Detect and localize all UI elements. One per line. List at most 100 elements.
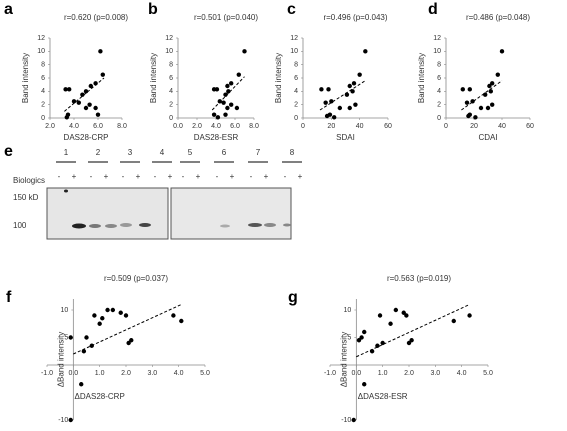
sign-label: - [216, 172, 219, 181]
y-tick-label: 10 [290, 48, 298, 55]
sign-label: + [104, 172, 109, 181]
scatter-plot: a r=0.620 (p=0.008) 2.0 4.0 6.0 8.0 0 2 4 6 8 10 12 B… [4, 1, 128, 142]
data-point [123, 313, 129, 318]
y-tick-label: 0 [294, 115, 298, 122]
y-tick-label: 4 [294, 88, 298, 95]
sign-label: - [122, 172, 125, 181]
data-point [357, 72, 362, 77]
chart-title: r=0.563 (p=0.019) [387, 274, 451, 283]
x-tick-label: 4.0 [211, 123, 221, 130]
x-tick-label: 0.0 [351, 370, 361, 377]
y-tick-label: 10 [37, 48, 45, 55]
blot-left [46, 187, 169, 240]
y-tick-label: 0 [437, 115, 441, 122]
data-point [323, 100, 328, 105]
y-tick-label: 10 [433, 48, 441, 55]
y-axis-label: Band intensity [417, 53, 426, 103]
data-point [229, 102, 234, 107]
y-tick-label: 2 [437, 102, 441, 109]
blot-right [170, 187, 292, 240]
data-point [217, 99, 222, 104]
sign-label: - [58, 172, 61, 181]
x-tick-label: 1.0 [378, 370, 388, 377]
data-point [68, 417, 73, 423]
y-tick-label: 0 [41, 115, 45, 122]
data-point [409, 338, 414, 343]
y-tick-label: 12 [165, 35, 173, 42]
chart-title: r=0.620 (p=0.008) [64, 13, 128, 22]
data-point [223, 92, 228, 97]
sign-label: - [250, 172, 253, 181]
data-point [478, 105, 484, 111]
x-tick-label: 20 [327, 123, 335, 130]
data-point [126, 340, 131, 346]
panel-label: d [428, 1, 438, 18]
lane-number: 7 [256, 148, 261, 157]
y-axis-label: Band intensity [149, 53, 158, 103]
x-tick-label: 8.0 [117, 123, 127, 130]
data-point [83, 89, 89, 94]
y-tick-label: 12 [37, 35, 45, 42]
x-axis-label: ΔDAS28-CRP [75, 392, 125, 401]
data-point [467, 87, 472, 92]
band [220, 224, 230, 228]
y-tick-label: 6 [41, 75, 45, 82]
data-point [331, 115, 337, 120]
sign-label: + [196, 172, 201, 181]
data-point [487, 83, 492, 89]
x-axis-label: DAS28-ESR [194, 133, 239, 142]
data-point [95, 112, 101, 117]
panel-label: g [288, 289, 298, 306]
y-tick-label: -10 [58, 417, 68, 424]
y-tick-label: 6 [294, 75, 298, 82]
y-tick-label: 8 [437, 62, 441, 69]
data-point [225, 105, 230, 111]
x-tick-label: -1.0 [324, 370, 336, 377]
trendline [461, 80, 503, 111]
x-tick-label: 2.0 [192, 123, 202, 130]
data-point [451, 318, 456, 324]
panel-label: c [287, 1, 296, 18]
scatter-plot: g r=0.563 (p=0.019) -1.0 0.0 1.0 2.0 3.0 4.0 5.0… [288, 274, 493, 424]
data-point [225, 83, 230, 89]
scatter-plot: b r=0.501 (p=0.040) 0.0 2.0 4.0 6.0 8.0 0 2 4 6 8 10… [148, 1, 259, 142]
data-point [466, 113, 471, 119]
data-point [347, 83, 352, 89]
data-point [234, 105, 240, 111]
x-tick-label: 6.0 [93, 123, 103, 130]
data-point [353, 102, 358, 107]
scatter-plot: c r=0.496 (p=0.043) 0 20 40 60 0 2 4 6 8 10 12 Band i… [274, 1, 392, 142]
sign-label: + [72, 172, 77, 181]
data-point [179, 318, 184, 324]
y-tick-label: 5 [64, 334, 68, 341]
x-axis-label: SDAI [336, 133, 355, 142]
x-tick-label: 0.0 [173, 123, 183, 130]
data-point [236, 72, 241, 77]
data-point [375, 343, 380, 348]
data-point [359, 335, 364, 340]
x-tick-label: 0.0 [68, 370, 78, 377]
sign-label: + [298, 172, 303, 181]
data-point [118, 310, 123, 315]
data-point [81, 349, 87, 354]
sign-label: - [90, 172, 93, 181]
data-point [356, 338, 362, 343]
data-point [464, 100, 470, 105]
x-tick-label: 5.0 [200, 370, 210, 377]
lane-number: 5 [188, 148, 193, 157]
y-tick-label: 10 [344, 307, 352, 314]
y-tick-label: 10 [61, 307, 69, 314]
data-point [344, 92, 350, 97]
sign-label: - [154, 172, 157, 181]
x-tick-label: 2.0 [121, 370, 131, 377]
y-tick-label: 5 [347, 334, 351, 341]
data-point [490, 81, 495, 86]
x-tick-label: 4.0 [69, 123, 79, 130]
y-tick-label: 6 [169, 75, 173, 82]
data-point [362, 329, 367, 335]
y-axis-label: Band intensity [274, 53, 283, 103]
data-point [223, 112, 228, 117]
y-tick-label: 2 [41, 102, 45, 109]
panel-label: b [148, 1, 158, 18]
